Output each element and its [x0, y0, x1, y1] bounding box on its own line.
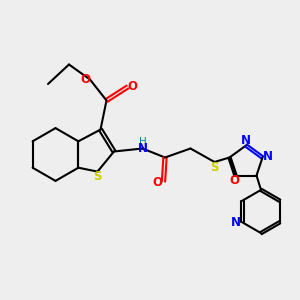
Text: N: N [240, 134, 250, 147]
Text: N: N [263, 149, 273, 163]
Text: O: O [128, 80, 138, 94]
Text: N: N [137, 142, 148, 155]
Text: N: N [231, 216, 241, 229]
Text: O: O [80, 73, 90, 86]
Text: O: O [152, 176, 163, 189]
Text: S: S [211, 161, 219, 174]
Text: S: S [93, 170, 102, 184]
Text: H: H [139, 137, 147, 147]
Text: O: O [229, 174, 239, 188]
